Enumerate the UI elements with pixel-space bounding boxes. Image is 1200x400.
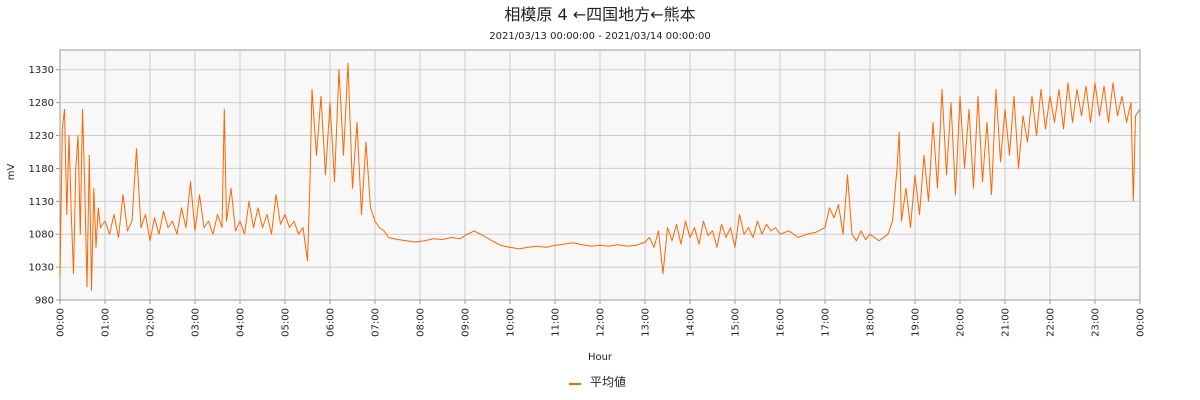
x-tick-label: 00:00: [56, 308, 67, 337]
x-tick-label: 13:00: [641, 308, 652, 337]
series-line-0: [59, 62, 1141, 291]
x-tick-label: 20:00: [956, 308, 967, 337]
x-tick-label: 23:00: [1091, 308, 1102, 337]
chart-subtitle: 2021/03/13 00:00:00 - 2021/03/14 00:00:0…: [489, 31, 710, 42]
x-tick-label: 21:00: [1001, 308, 1012, 337]
x-tick-label: 19:00: [911, 308, 922, 337]
x-tick-label: 10:00: [506, 308, 517, 337]
y-tick-label: 1330: [29, 65, 54, 76]
x-tick-label: 08:00: [416, 308, 427, 337]
x-tick-label: 18:00: [866, 308, 877, 337]
y-tick-label: 1280: [29, 98, 54, 109]
x-tick-label: 22:00: [1046, 308, 1057, 337]
y-tick-label: 1230: [29, 131, 54, 142]
x-tick-label: 09:00: [461, 308, 472, 337]
x-tick-label: 17:00: [821, 308, 832, 337]
y-tick-label: 1030: [29, 263, 54, 274]
y-tick-label: 1180: [29, 164, 54, 175]
x-tick-label: 02:00: [146, 308, 157, 337]
y-axis-label: mV: [6, 164, 17, 181]
legend-label: 平均値: [590, 374, 626, 389]
x-tick-label: 12:00: [596, 308, 607, 337]
x-tick-label: 06:00: [326, 308, 337, 337]
x-tick-label: 11:00: [551, 308, 562, 337]
x-axis-label: Hour: [588, 352, 613, 363]
x-tick-label: 16:00: [776, 308, 787, 337]
y-tick-label: 1130: [29, 197, 54, 208]
x-tick-label: 14:00: [686, 308, 697, 337]
x-tick-label: 07:00: [371, 308, 382, 337]
x-tick-label: 05:00: [281, 308, 292, 337]
x-axis: 00:00 01:00 02:00 03:00 04:00 05:00 06:00 07:00…: [56, 300, 1147, 337]
x-tick-label: 00:00: [1136, 308, 1147, 337]
y-axis: 980 1030 1080 1130 1180 1230 1280 1330: [29, 65, 60, 307]
x-tick-label: 03:00: [191, 308, 202, 337]
chart-title: 相模原 4 ←四国地方←熊本: [504, 5, 695, 24]
y-tick-label: 1080: [29, 230, 54, 241]
y-tick-label: 980: [35, 296, 54, 307]
series-group: [59, 62, 1141, 291]
x-tick-label: 15:00: [731, 308, 742, 337]
x-tick-label: 01:00: [101, 308, 112, 337]
x-tick-label: 04:00: [236, 308, 247, 337]
